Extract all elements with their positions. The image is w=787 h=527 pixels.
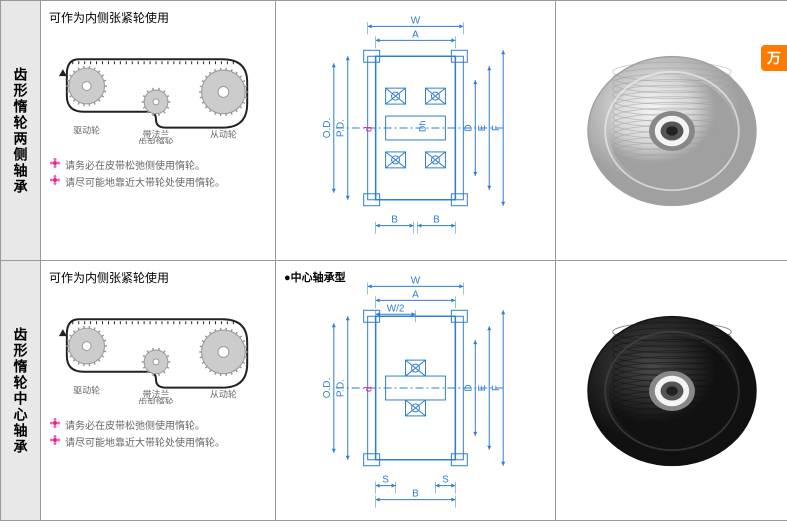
svg-text:W/2: W/2 bbox=[387, 303, 405, 314]
svg-text:d: d bbox=[364, 386, 375, 392]
description-cell: 可作为内侧张紧轮使用 驱动轮 带法兰 齿型惰轮 从动轮 请务必在皮带松弛侧使用惰… bbox=[41, 261, 276, 521]
belt-diagram: 驱动轮 带法兰 齿型惰轮 从动轮 bbox=[49, 34, 267, 144]
svg-text:W: W bbox=[411, 275, 421, 286]
note-item: 请务必在皮带松弛侧使用惰轮。 bbox=[49, 157, 267, 172]
technical-drawing: W A W/2 P.D. O.D. d D E F S bbox=[276, 261, 555, 520]
svg-text:B: B bbox=[391, 215, 398, 226]
technical-drawing-cell: ●中心轴承型 W A bbox=[276, 261, 556, 521]
svg-text:B: B bbox=[412, 489, 419, 500]
product-photo bbox=[567, 41, 777, 221]
note-text: 请务必在皮带松弛侧使用惰轮。 bbox=[65, 157, 205, 172]
svg-text:d: d bbox=[364, 126, 375, 132]
row-category-label: 齿形惰轮两侧轴承 bbox=[1, 1, 41, 261]
type-label: ●中心轴承型 bbox=[284, 269, 346, 285]
svg-text:S: S bbox=[382, 475, 389, 486]
note-text: 请尽可能地靠近大带轮处使用惰轮。 bbox=[65, 434, 225, 449]
svg-text:O.D.: O.D. bbox=[322, 378, 333, 398]
svg-text:F: F bbox=[491, 125, 502, 131]
flower-bullet-icon bbox=[49, 174, 61, 186]
svg-text:E: E bbox=[477, 124, 488, 131]
description-cell: 可作为内侧张紧轮使用 驱动轮 带法兰 齿型惰轮 从动轮 请务必在皮带松弛侧使用惰… bbox=[41, 1, 276, 261]
svg-text:A: A bbox=[412, 289, 419, 300]
svg-text:齿型惰轮: 齿型惰轮 bbox=[138, 136, 174, 144]
belt-diagram: 驱动轮 带法兰 齿型惰轮 从动轮 bbox=[49, 294, 267, 404]
notes-list: 请务必在皮带松弛侧使用惰轮。 请尽可能地靠近大带轮处使用惰轮。 bbox=[49, 157, 267, 189]
svg-text:Dh: Dh bbox=[417, 121, 427, 132]
note-item: 请尽可能地靠近大带轮处使用惰轮。 bbox=[49, 174, 267, 189]
note-item: 请务必在皮带松弛侧使用惰轮。 bbox=[49, 417, 267, 432]
ad-badge[interactable]: 万 bbox=[761, 45, 787, 71]
svg-text:B: B bbox=[433, 215, 440, 226]
photo-cell bbox=[556, 261, 787, 521]
technical-drawing: W A P.D. O.D. d Dh D E F B B bbox=[276, 1, 555, 260]
svg-text:O.D.: O.D. bbox=[322, 118, 333, 138]
svg-text:P.D.: P.D. bbox=[336, 379, 347, 397]
svg-text:F: F bbox=[491, 385, 502, 391]
svg-text:D: D bbox=[463, 384, 474, 391]
svg-text:S: S bbox=[442, 475, 449, 486]
svg-text:A: A bbox=[412, 29, 419, 40]
svg-text:D: D bbox=[463, 124, 474, 131]
notes-list: 请务必在皮带松弛侧使用惰轮。 请尽可能地靠近大带轮处使用惰轮。 bbox=[49, 417, 267, 449]
flower-bullet-icon bbox=[49, 434, 61, 446]
product-photo bbox=[567, 301, 777, 481]
svg-text:E: E bbox=[477, 384, 488, 391]
photo-cell bbox=[556, 1, 787, 261]
row-category-label: 齿形惰轮中心轴承 bbox=[1, 261, 41, 521]
note-text: 请尽可能地靠近大带轮处使用惰轮。 bbox=[65, 174, 225, 189]
note-item: 请尽可能地靠近大带轮处使用惰轮。 bbox=[49, 434, 267, 449]
flower-bullet-icon bbox=[49, 157, 61, 169]
svg-text:从动轮: 从动轮 bbox=[210, 129, 237, 140]
svg-text:驱动轮: 驱动轮 bbox=[73, 385, 100, 396]
svg-text:P.D.: P.D. bbox=[336, 119, 347, 137]
subtitle: 可作为内侧张紧轮使用 bbox=[49, 269, 267, 286]
note-text: 请务必在皮带松弛侧使用惰轮。 bbox=[65, 417, 205, 432]
flower-bullet-icon bbox=[49, 417, 61, 429]
svg-text:W: W bbox=[411, 15, 421, 26]
subtitle: 可作为内侧张紧轮使用 bbox=[49, 9, 267, 26]
svg-text:从动轮: 从动轮 bbox=[210, 389, 237, 400]
technical-drawing-cell: W A P.D. O.D. d Dh D E F B B bbox=[276, 1, 556, 261]
svg-text:驱动轮: 驱动轮 bbox=[73, 125, 100, 136]
svg-text:齿型惰轮: 齿型惰轮 bbox=[138, 396, 174, 404]
